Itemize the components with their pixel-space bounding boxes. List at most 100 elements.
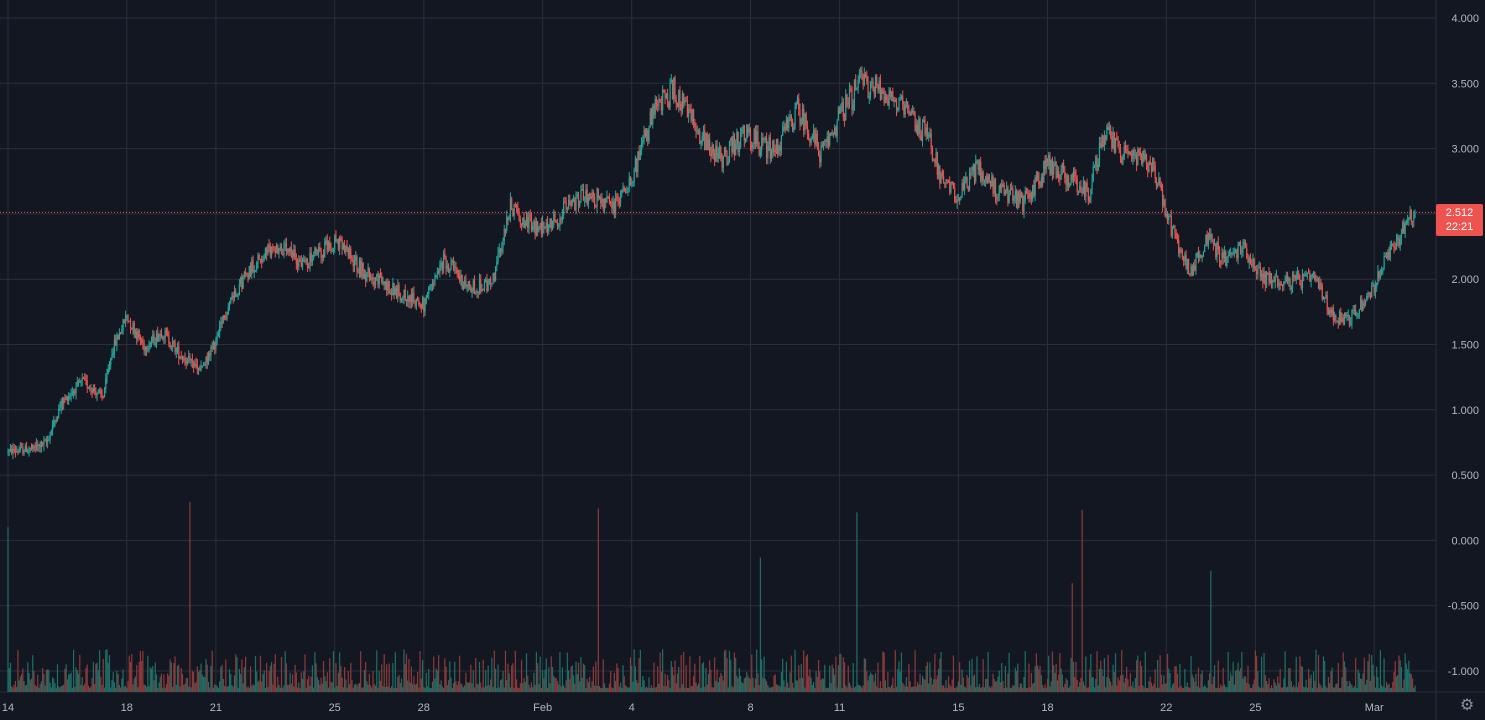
volume-bar — [1086, 687, 1088, 692]
volume-bar — [209, 687, 211, 692]
volume-bar — [1126, 666, 1128, 692]
volume-bar — [1008, 652, 1010, 692]
candle-body — [575, 195, 577, 211]
candle-body — [87, 387, 90, 389]
candle-body — [451, 260, 453, 263]
y-tick-label: 2.000 — [1451, 274, 1479, 286]
candle-body — [955, 201, 957, 203]
volume-bar — [876, 686, 878, 692]
candle-body — [624, 191, 627, 193]
candle-body — [751, 144, 753, 149]
candle-body — [773, 140, 775, 150]
candle-body — [66, 396, 68, 401]
volume-bar — [700, 687, 702, 692]
candle-body — [829, 133, 831, 146]
candle-body — [681, 93, 684, 111]
volume-bar — [539, 656, 541, 692]
volume-bar — [1204, 685, 1206, 692]
volume-bar — [478, 662, 481, 692]
volume-bar — [1387, 684, 1389, 692]
volume-bar — [1231, 676, 1233, 692]
volume-bar — [268, 671, 270, 692]
volume-bar — [269, 665, 271, 692]
volume-bar — [532, 687, 534, 692]
volume-bar — [1367, 661, 1369, 692]
candle-body — [499, 249, 502, 252]
volume-bar — [686, 687, 688, 692]
candle-body — [1006, 187, 1008, 192]
volume-bar — [684, 687, 686, 692]
volume-bar — [670, 661, 672, 692]
volume-bar — [919, 673, 921, 692]
candle-body — [877, 84, 879, 90]
volume-bar — [110, 687, 112, 692]
volume-bar — [1145, 687, 1148, 692]
volume-bar — [1014, 667, 1016, 692]
volume-bar — [1131, 686, 1133, 692]
volume-bar — [1366, 679, 1368, 692]
volume-bar — [236, 657, 238, 692]
volume-bar — [324, 676, 326, 692]
x-tick-label: 4 — [629, 702, 635, 714]
candle-body — [252, 260, 254, 273]
volume-bar — [173, 663, 175, 692]
candle-body — [673, 77, 675, 100]
volume-bar — [827, 687, 830, 692]
volume-bar — [1321, 687, 1323, 692]
candle-body — [924, 119, 926, 135]
candle-body — [905, 101, 908, 104]
volume-bar — [284, 651, 286, 692]
candle-body — [1101, 135, 1103, 148]
candle-body — [1108, 126, 1110, 130]
volume-bar — [777, 685, 779, 692]
volume-bar — [678, 666, 680, 692]
candle-body — [402, 298, 404, 300]
candle-body — [131, 327, 133, 329]
volume-bar — [957, 681, 959, 692]
volume-bar — [162, 687, 164, 692]
candle-body — [647, 130, 649, 142]
volume-bar — [1301, 666, 1304, 692]
volume-bar — [847, 665, 849, 692]
volume-bar — [939, 658, 941, 692]
candle-body — [1015, 191, 1018, 209]
volume-bar — [1040, 675, 1042, 692]
volume-bar — [129, 662, 132, 692]
time-axis[interactable]: 14 18 21 25 28 Feb 4 8 11 15 18 22 25 Mar — [2, 702, 1384, 714]
volume-bar — [1051, 651, 1054, 692]
candle-body — [14, 451, 17, 453]
volume-bar — [497, 664, 499, 692]
volume-bar — [1152, 686, 1154, 692]
candle-body — [81, 377, 83, 381]
candle-body — [843, 117, 846, 121]
gear-icon[interactable]: ⚙ — [1459, 697, 1475, 714]
candle-body — [25, 446, 28, 453]
candle-body — [308, 266, 310, 269]
candle-body — [1279, 283, 1281, 285]
candle-body — [1315, 279, 1317, 281]
volume-bar — [749, 679, 752, 692]
candle-body — [82, 377, 85, 379]
candle-body — [962, 182, 964, 191]
volume-bar — [152, 666, 154, 692]
candle-body — [243, 272, 245, 276]
volume-bar — [131, 654, 133, 692]
volume-bar — [299, 687, 301, 692]
candle-body — [1132, 149, 1134, 160]
candle-body — [1395, 239, 1398, 249]
volume-bar — [1249, 687, 1252, 692]
candle-body — [1243, 241, 1245, 246]
candle-body — [1196, 252, 1198, 257]
volume-bar — [967, 677, 969, 692]
volume-bar — [520, 659, 523, 692]
candle-body — [127, 316, 129, 322]
volume-bar — [220, 666, 222, 692]
candle-body — [159, 333, 161, 337]
candle-body — [1145, 154, 1148, 165]
volume-bar — [28, 672, 30, 692]
candle-body — [69, 395, 71, 397]
volume-bar — [449, 661, 451, 692]
volume-bar — [1350, 683, 1352, 692]
candle-body — [1159, 178, 1161, 185]
